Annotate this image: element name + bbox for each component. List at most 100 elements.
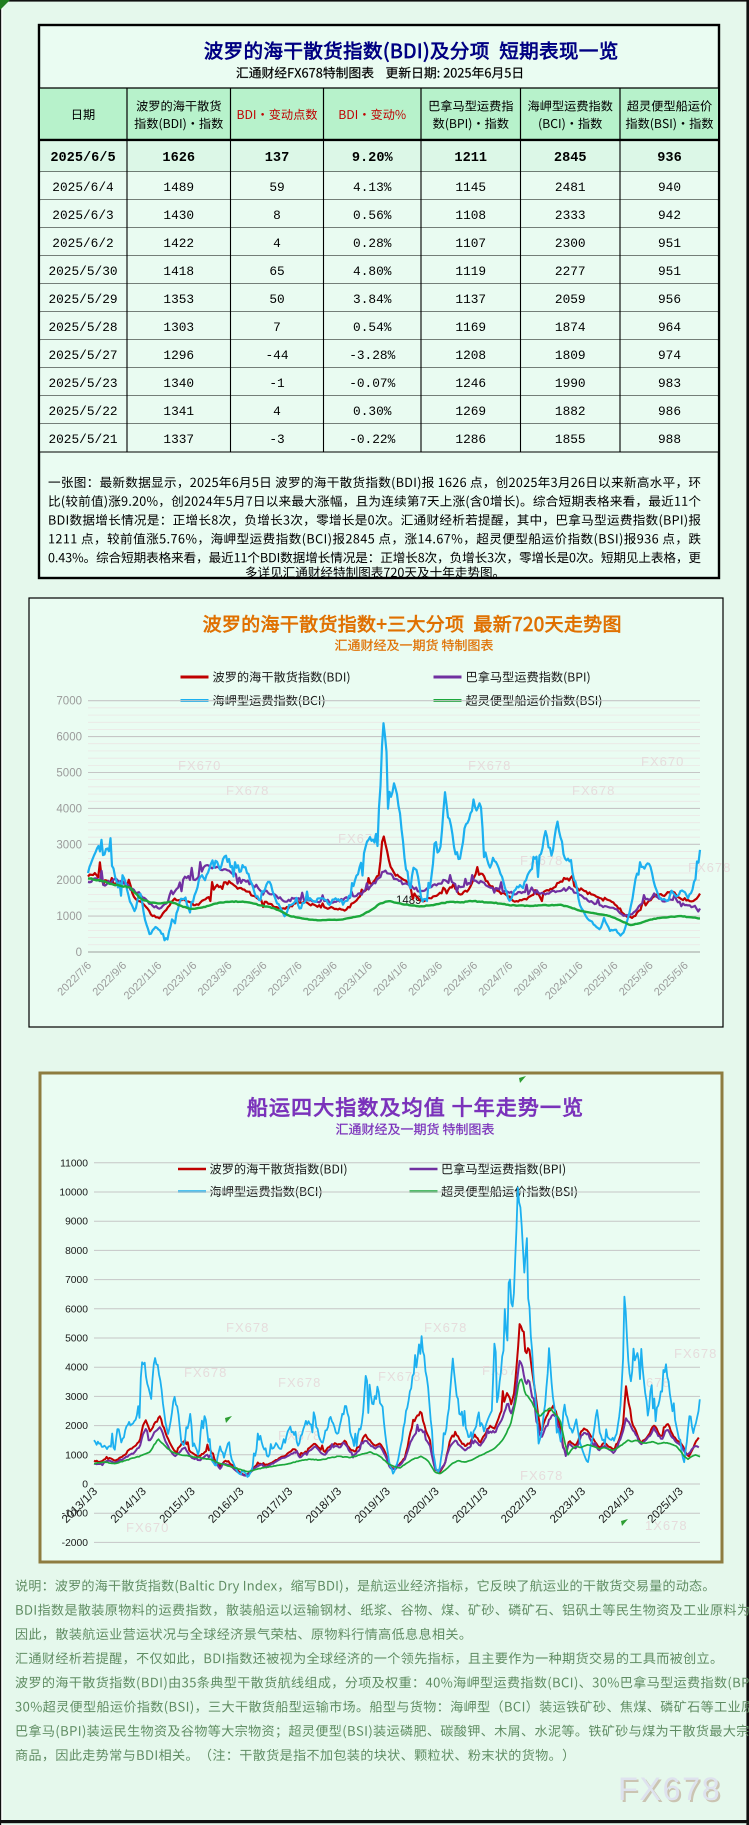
svg-text:951: 951 [658, 264, 681, 279]
svg-text:983: 983 [658, 376, 681, 391]
svg-text:6000: 6000 [65, 1304, 88, 1315]
svg-text:FX678: FX678 [572, 783, 615, 798]
svg-text:2025/6/2: 2025/6/2 [52, 236, 113, 251]
svg-text:1353: 1353 [163, 292, 194, 307]
svg-text:-2000: -2000 [62, 1538, 89, 1549]
svg-text:2025/6/3: 2025/6/3 [52, 208, 113, 223]
svg-text:FX678: FX678 [688, 860, 731, 875]
svg-text:1X678: 1X678 [645, 1518, 688, 1533]
svg-text:1303: 1303 [163, 320, 194, 335]
svg-text:1000: 1000 [65, 1450, 88, 1461]
svg-text:3000: 3000 [56, 839, 82, 851]
svg-text:4.13%: 4.13% [353, 180, 392, 195]
svg-text:2845: 2845 [554, 151, 587, 166]
svg-text:FX678: FX678 [520, 853, 563, 868]
svg-text:FX678: FX678 [184, 1365, 227, 1380]
svg-text:3000: 3000 [65, 1392, 88, 1403]
svg-text:1108: 1108 [455, 208, 486, 223]
svg-text:2333: 2333 [555, 208, 586, 223]
svg-text:5000: 5000 [56, 768, 82, 780]
svg-text:2059: 2059 [555, 292, 586, 307]
svg-text:-44: -44 [265, 348, 288, 363]
svg-text:7000: 7000 [56, 696, 82, 708]
svg-text:5000: 5000 [65, 1334, 88, 1345]
svg-text:0: 0 [76, 947, 82, 959]
svg-text:974: 974 [658, 348, 681, 363]
svg-text:2025/5/28: 2025/5/28 [48, 320, 117, 335]
svg-text:0.28%: 0.28% [353, 236, 392, 251]
svg-text:2025/5/21: 2025/5/21 [48, 432, 117, 447]
svg-text:0: 0 [82, 1480, 88, 1491]
svg-text:1208: 1208 [455, 348, 486, 363]
svg-text:4.80%: 4.80% [353, 264, 392, 279]
svg-text:951: 951 [658, 236, 681, 251]
svg-text:1119: 1119 [455, 264, 486, 279]
svg-text:FX678: FX678 [424, 1320, 467, 1335]
svg-text:2025/6/4: 2025/6/4 [52, 180, 114, 195]
svg-text:1874: 1874 [555, 320, 586, 335]
svg-text:FX678: FX678 [468, 758, 511, 773]
svg-text:-1000: -1000 [62, 1509, 89, 1520]
svg-text:FX678: FX678 [278, 1375, 321, 1390]
svg-text:942: 942 [658, 208, 681, 223]
svg-text:1137: 1137 [455, 292, 486, 307]
svg-text:1107: 1107 [455, 236, 486, 251]
svg-text:FX678: FX678 [226, 1320, 269, 1335]
svg-text:65: 65 [269, 264, 284, 279]
svg-text:50: 50 [269, 292, 284, 307]
svg-text:2025/5/22: 2025/5/22 [48, 404, 117, 419]
svg-text:986: 986 [658, 404, 681, 419]
svg-text:1626: 1626 [162, 151, 195, 166]
svg-text:1882: 1882 [555, 404, 586, 419]
svg-text:956: 956 [658, 292, 681, 307]
svg-text:9.20%: 9.20% [352, 151, 394, 166]
svg-text:7000: 7000 [65, 1275, 88, 1286]
svg-text:988: 988 [658, 432, 681, 447]
svg-text:4000: 4000 [56, 803, 82, 815]
svg-text:-3: -3 [269, 432, 284, 447]
svg-text:3.84%: 3.84% [353, 292, 392, 307]
svg-text:FX67: FX67 [482, 1363, 517, 1378]
svg-text:FX678: FX678 [338, 831, 381, 846]
svg-text:2277: 2277 [555, 264, 586, 279]
svg-text:FX670: FX670 [126, 1520, 169, 1535]
svg-text:FX670: FX670 [178, 758, 221, 773]
svg-text:0.30%: 0.30% [353, 404, 392, 419]
svg-text:1286: 1286 [455, 432, 486, 447]
svg-text:2025/5/29: 2025/5/29 [48, 292, 117, 307]
svg-text:2025/5/23: 2025/5/23 [48, 376, 117, 391]
svg-text:FX678: FX678 [520, 1468, 563, 1483]
svg-text:10000: 10000 [59, 1188, 88, 1199]
svg-text:1489: 1489 [163, 180, 194, 195]
svg-text:1169: 1169 [455, 320, 486, 335]
svg-text:964: 964 [658, 320, 681, 335]
svg-text:1269: 1269 [455, 404, 486, 419]
svg-text:FX678: FX678 [620, 1773, 723, 1809]
svg-text:8: 8 [273, 208, 281, 223]
svg-text:936: 936 [657, 151, 681, 166]
svg-text:940: 940 [658, 180, 681, 195]
svg-text:-1: -1 [269, 376, 285, 391]
svg-text:7: 7 [273, 320, 281, 335]
svg-text:2000: 2000 [56, 875, 82, 887]
svg-text:1000: 1000 [56, 911, 82, 923]
svg-text:0.56%: 0.56% [353, 208, 392, 223]
svg-text:1430: 1430 [163, 208, 194, 223]
svg-text:4000: 4000 [65, 1363, 88, 1374]
svg-text:FX678: FX678 [378, 1369, 421, 1384]
svg-text:137: 137 [265, 151, 289, 166]
svg-text:1341: 1341 [163, 404, 194, 419]
svg-text:2481: 2481 [555, 180, 586, 195]
svg-text:1246: 1246 [455, 376, 486, 391]
svg-text:1337: 1337 [163, 432, 194, 447]
svg-text:0.54%: 0.54% [353, 320, 392, 335]
svg-text:1422: 1422 [163, 236, 194, 251]
svg-text:1418: 1418 [163, 264, 194, 279]
svg-text:FX678: FX678 [226, 783, 269, 798]
svg-text:-0.22%: -0.22% [349, 432, 395, 447]
svg-text:2025/6/5: 2025/6/5 [50, 151, 115, 166]
svg-text:1211: 1211 [454, 151, 487, 166]
svg-text:1809: 1809 [555, 348, 586, 363]
svg-text:6000: 6000 [56, 732, 82, 744]
svg-text:2025/5/30: 2025/5/30 [48, 264, 117, 279]
